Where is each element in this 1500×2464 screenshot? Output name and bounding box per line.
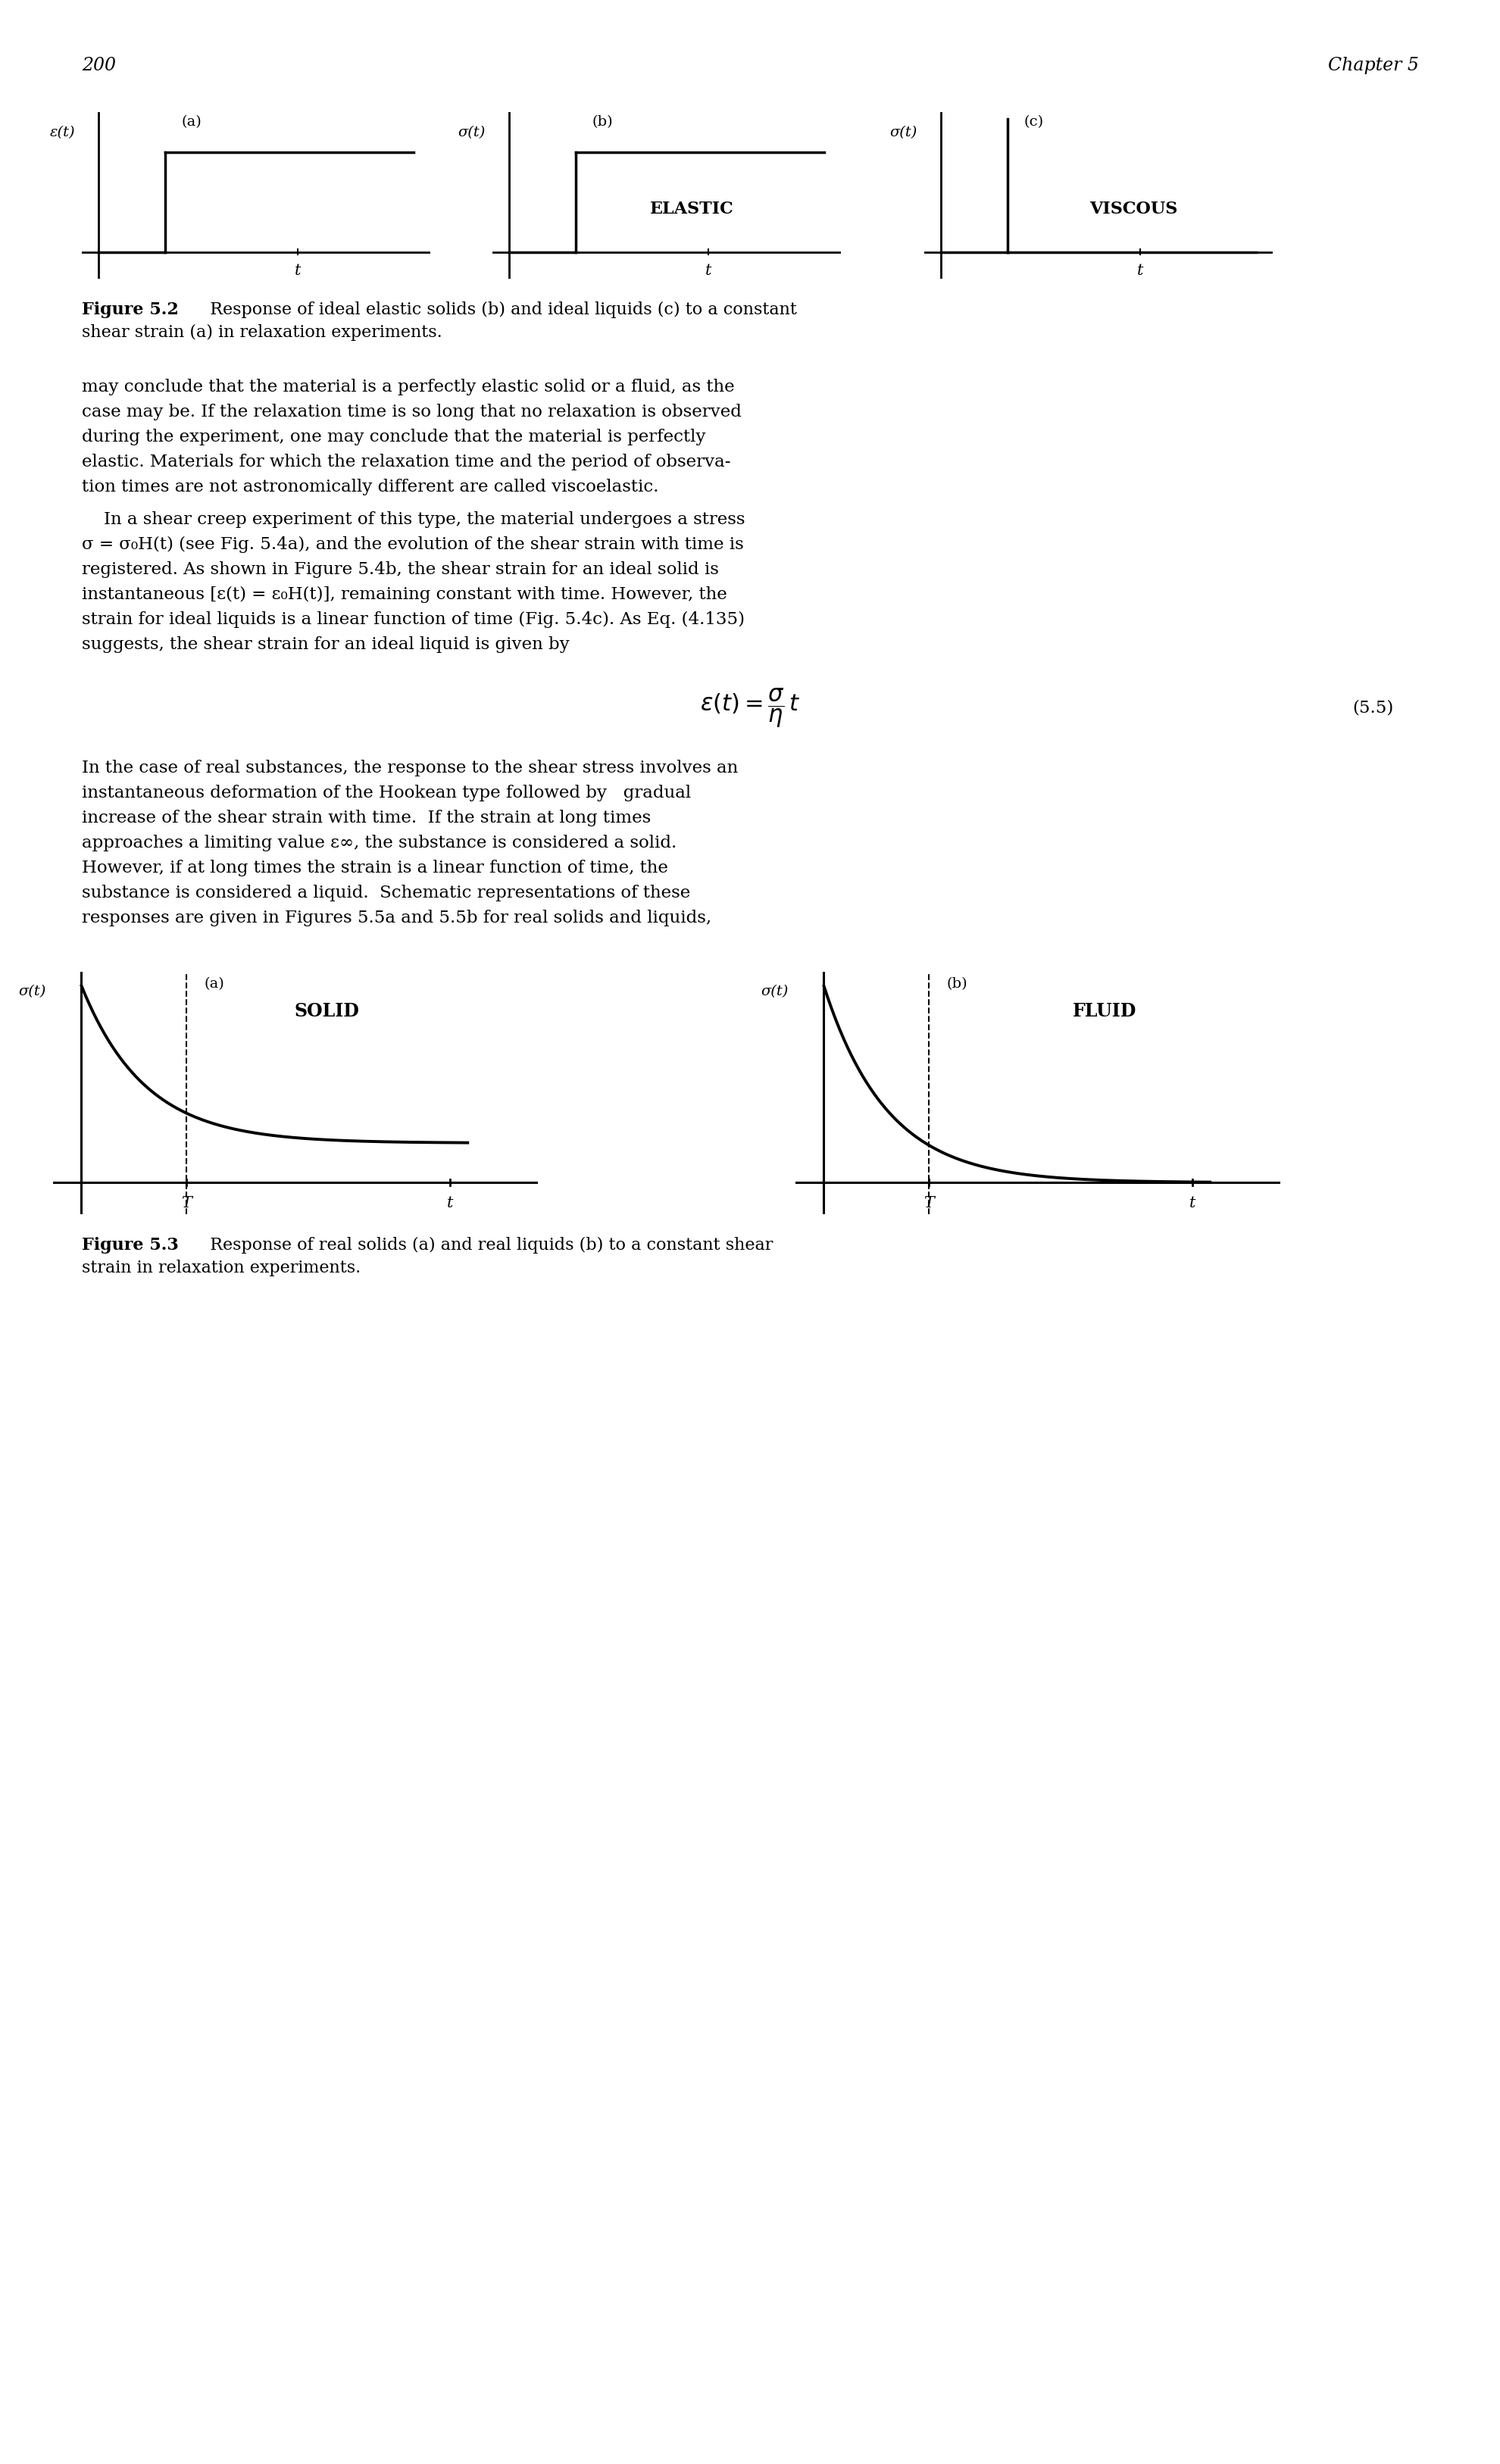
Text: case may be. If the relaxation time is so long that no relaxation is observed: case may be. If the relaxation time is s… [82,404,741,421]
Text: SOLID: SOLID [294,1003,360,1020]
Text: increase of the shear strain with time.  If the strain at long times: increase of the shear strain with time. … [82,811,651,825]
Text: (c): (c) [1023,116,1042,128]
Text: T: T [922,1195,933,1210]
Text: t: t [1188,1195,1196,1210]
Text: 200: 200 [82,57,116,74]
Text: (5.5): (5.5) [1352,700,1394,717]
Text: VISCOUS: VISCOUS [1089,200,1178,217]
Text: σ(t): σ(t) [889,126,916,138]
Text: Figure 5.2: Figure 5.2 [82,301,178,318]
Text: However, if at long times the strain is a linear function of time, the: However, if at long times the strain is … [82,860,668,877]
Text: t: t [1136,264,1143,278]
Text: $\varepsilon(t) = \dfrac{\sigma}{\eta}\,t$: $\varepsilon(t) = \dfrac{\sigma}{\eta}\,… [699,687,800,729]
Text: tion times are not astronomically different are called viscoelastic.: tion times are not astronomically differ… [82,478,658,495]
Text: In a shear creep experiment of this type, the material undergoes a stress: In a shear creep experiment of this type… [82,510,744,527]
Text: registered. As shown in Figure 5.4b, the shear strain for an ideal solid is: registered. As shown in Figure 5.4b, the… [82,562,718,579]
Text: t: t [705,264,711,278]
Text: σ = σ₀H(t) (see Fig. 5.4a), and the evolution of the shear strain with time is: σ = σ₀H(t) (see Fig. 5.4a), and the evol… [82,537,744,552]
Text: approaches a limiting value ε∞, the substance is considered a solid.: approaches a limiting value ε∞, the subs… [82,835,676,850]
Text: substance is considered a liquid.  Schematic representations of these: substance is considered a liquid. Schema… [82,885,690,902]
Text: Figure 5.3: Figure 5.3 [82,1237,178,1254]
Text: Response of ideal elastic solids (b) and ideal liquids (c) to a constant: Response of ideal elastic solids (b) and… [200,301,797,318]
Text: σ(t): σ(t) [18,986,46,998]
Text: may conclude that the material is a perfectly elastic solid or a fluid, as the: may conclude that the material is a perf… [82,379,734,394]
Text: (a): (a) [204,978,225,991]
Text: FLUID: FLUID [1072,1003,1136,1020]
Text: (b): (b) [591,116,612,128]
Text: t: t [447,1195,453,1210]
Text: shear strain (a) in relaxation experiments.: shear strain (a) in relaxation experimen… [82,325,442,340]
Text: suggests, the shear strain for an ideal liquid is given by: suggests, the shear strain for an ideal … [82,636,568,653]
Text: elastic. Materials for which the relaxation time and the period of observa-: elastic. Materials for which the relaxat… [82,453,730,471]
Text: Chapter 5: Chapter 5 [1328,57,1418,74]
Text: (b): (b) [947,978,968,991]
Text: σ(t): σ(t) [458,126,486,138]
Text: (a): (a) [182,116,201,128]
Text: instantaneous [ε(t) = ε₀H(t)], remaining constant with time. However, the: instantaneous [ε(t) = ε₀H(t)], remaining… [82,586,726,604]
Text: ε(t): ε(t) [50,126,75,138]
Text: instantaneous deformation of the Hookean type followed by   gradual: instantaneous deformation of the Hookean… [82,784,690,801]
Text: strain in relaxation experiments.: strain in relaxation experiments. [82,1259,360,1276]
Text: during the experiment, one may conclude that the material is perfectly: during the experiment, one may conclude … [82,429,705,446]
Text: T: T [182,1195,192,1210]
Text: ELASTIC: ELASTIC [650,200,734,217]
Text: strain for ideal liquids is a linear function of time (Fig. 5.4c). As Eq. (4.135: strain for ideal liquids is a linear fun… [82,611,744,628]
Text: σ(t): σ(t) [760,986,788,998]
Text: responses are given in Figures 5.5a and 5.5b for real solids and liquids,: responses are given in Figures 5.5a and … [82,909,711,926]
Text: t: t [294,264,300,278]
Text: In the case of real substances, the response to the shear stress involves an: In the case of real substances, the resp… [82,759,738,776]
Text: Response of real solids (a) and real liquids (b) to a constant shear: Response of real solids (a) and real liq… [200,1237,772,1254]
